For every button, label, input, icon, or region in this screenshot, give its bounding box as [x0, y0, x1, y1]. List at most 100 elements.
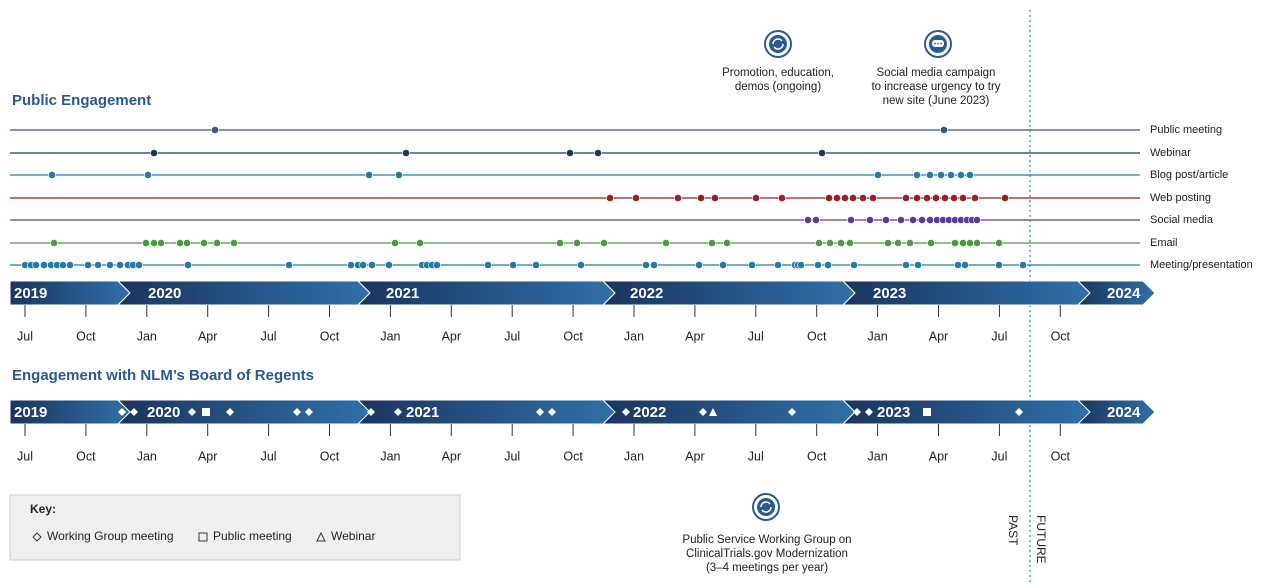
wg-meeting [536, 408, 544, 416]
month-label: Apr [929, 329, 948, 343]
event-dot [884, 239, 892, 247]
year-label: 2024 [1107, 285, 1141, 302]
event-dot [674, 194, 682, 202]
event-dot [211, 126, 219, 134]
wg-meeting [865, 408, 873, 416]
event-dot [869, 194, 877, 202]
event-dot [926, 171, 934, 179]
key-triangle [316, 531, 326, 542]
event-dot [774, 261, 782, 269]
event-dot [719, 261, 727, 269]
month-label: Jan [380, 329, 400, 343]
month-label: Jul [748, 329, 764, 343]
event-dot [213, 239, 221, 247]
month-label: Oct [1051, 449, 1071, 463]
year-label: 2020 [147, 404, 180, 421]
wg-meeting [118, 408, 126, 416]
icon [752, 493, 780, 521]
event-dot [947, 171, 955, 179]
event-dot [433, 261, 441, 269]
event-dot [200, 239, 208, 247]
wg-meeting [293, 408, 301, 416]
event-dot [711, 194, 719, 202]
event-dot [826, 239, 834, 247]
key-item: Webinar [331, 529, 375, 543]
month-label: Oct [807, 449, 827, 463]
event-dot [913, 171, 921, 179]
month-label: Oct [320, 449, 340, 463]
event-dot [824, 261, 832, 269]
event-dot [846, 239, 854, 247]
event-dot [368, 261, 376, 269]
event-dot [1019, 261, 1027, 269]
month-label: Jan [137, 329, 157, 343]
event-dot [662, 239, 670, 247]
event-dot [815, 239, 823, 247]
event-dot [697, 194, 705, 202]
event-dot [940, 126, 948, 134]
event-dot [94, 261, 102, 269]
event-dot [995, 261, 1003, 269]
annotation: Promotion, education, [722, 67, 834, 79]
event-dot [902, 194, 910, 202]
event-dot [950, 194, 958, 202]
month-label: Jul [17, 449, 33, 463]
event-dot [142, 239, 150, 247]
key-diamond [32, 532, 42, 542]
event-dot [778, 194, 786, 202]
event-dot [954, 261, 962, 269]
month-label: Jan [868, 449, 888, 463]
event-dot [937, 171, 945, 179]
icon [764, 30, 792, 58]
wg-meeting [367, 408, 375, 416]
wg-meeting [226, 408, 234, 416]
annotation: (3–4 meetings per year) [706, 562, 828, 574]
event-dot [874, 171, 882, 179]
year-label: 2020 [148, 285, 181, 302]
event-dot [804, 216, 812, 224]
event-dot [923, 194, 931, 202]
event-dot [951, 239, 959, 247]
annotation: demos (ongoing) [735, 81, 821, 93]
month-label: Jan [868, 329, 888, 343]
event-dot [135, 261, 143, 269]
event-dot [48, 171, 56, 179]
event-dot [961, 261, 969, 269]
year-label: 2023 [873, 285, 906, 302]
wg-meeting [622, 408, 630, 416]
event-dot [66, 261, 74, 269]
event-dot [402, 149, 410, 157]
wg-meeting [548, 408, 556, 416]
event-dot [859, 194, 867, 202]
month-label: Oct [76, 329, 96, 343]
wg-meeting [130, 408, 138, 416]
month-label: Jan [624, 449, 644, 463]
event-dot [230, 239, 238, 247]
event-dot [566, 149, 574, 157]
month-label: Oct [320, 329, 340, 343]
event-dot [40, 261, 48, 269]
event-dot [347, 261, 355, 269]
month-label: Apr [198, 329, 217, 343]
year-label: 2019 [14, 404, 47, 421]
event-dot [927, 239, 935, 247]
event-dot [144, 171, 152, 179]
wg-meeting [1015, 408, 1023, 416]
event-dot [909, 216, 917, 224]
key-item: Working Group meeting [47, 529, 174, 543]
event-dot [723, 239, 731, 247]
event-dot [882, 216, 890, 224]
month-label: Apr [929, 449, 948, 463]
event-dot [959, 239, 967, 247]
event-dot [577, 261, 585, 269]
section-title: Public Engagement [12, 92, 151, 109]
annotation: to increase urgency to try [871, 81, 1000, 93]
event-dot [906, 239, 914, 247]
past-label: PAST [1006, 515, 1020, 546]
event-dot [416, 239, 424, 247]
event-dot [957, 171, 965, 179]
wg-meeting [394, 408, 402, 416]
row-label: Social media [1150, 214, 1214, 226]
month-label: Apr [442, 449, 461, 463]
event-dot [116, 261, 124, 269]
